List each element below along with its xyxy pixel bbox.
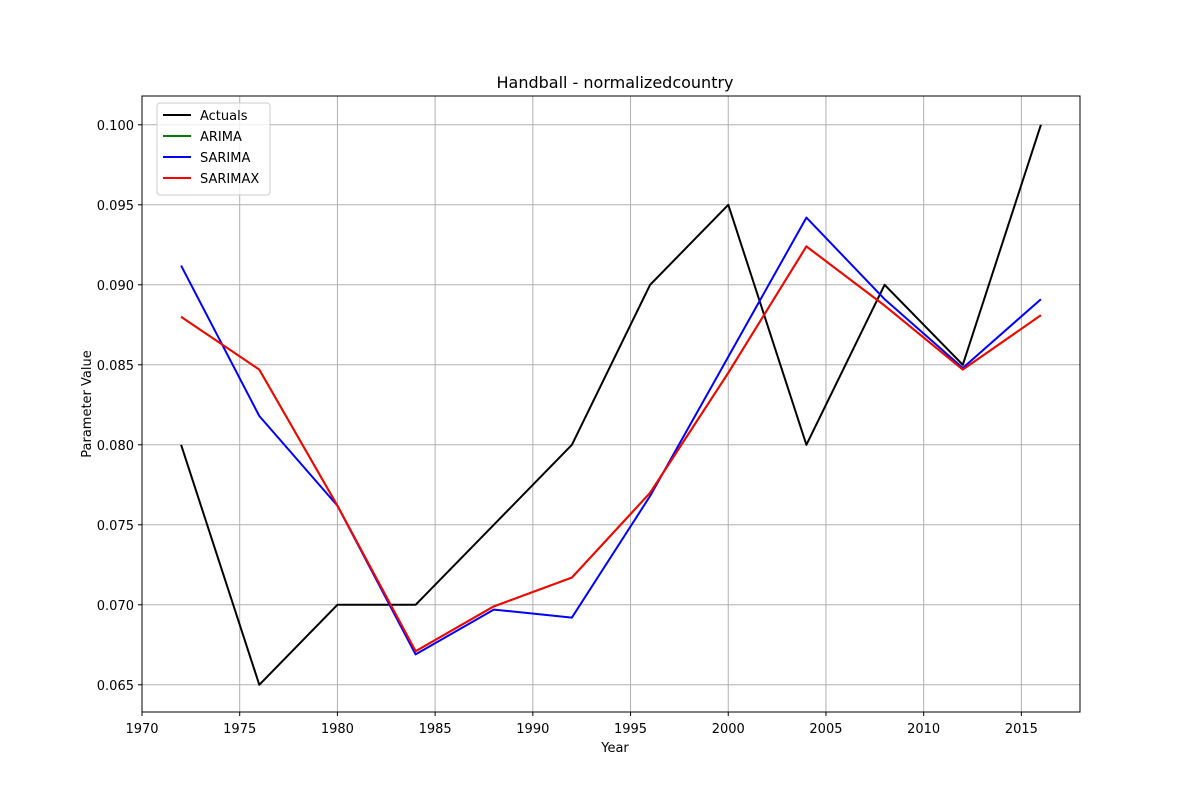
y-tick-label: 0.075 [97,519,134,534]
x-tick-label: 1995 [614,722,647,737]
y-tick-label: 0.065 [97,679,134,694]
y-axis-label: Parameter Value [80,350,95,457]
chart-title: Handball - normalizedcountry [496,73,733,92]
x-tick-label: 1980 [321,722,354,737]
x-tick-label: 1970 [125,722,158,737]
x-tick-label: 1990 [516,722,549,737]
series-layer [180,124,1042,686]
series-line-sarimax [180,245,1042,653]
legend-label: ARIMA [200,130,242,145]
y-tick-label: 0.100 [97,119,134,134]
legend-label: SARIMAX [200,172,259,187]
x-tick-label: 1985 [419,722,452,737]
y-axis: 0.065 0.070 0.075 0.080 0.085 0.090 0.095 0.100 [97,119,142,694]
y-tick-label: 0.080 [97,439,134,454]
x-tick-label: 1975 [223,722,256,737]
legend-label: SARIMA [200,151,250,166]
x-tick-label: 2005 [809,722,842,737]
legend: Actuals ARIMA SARIMA SARIMAX [156,102,271,196]
legend-label: Actuals [200,109,248,124]
y-tick-label: 0.070 [97,599,134,614]
y-tick-label: 0.085 [97,359,134,374]
plot-frame [141,95,1081,713]
x-tick-label: 2000 [712,722,745,737]
x-tick-label: 2010 [907,722,940,737]
x-axis-label: Year [600,741,629,756]
x-axis: 1970 1975 1980 1985 1990 1995 2000 2005 2010 2015 [125,712,1038,737]
series-line-actuals [180,124,1042,686]
legend-box [156,102,271,196]
y-tick-label: 0.090 [97,279,134,294]
y-tick-label: 0.095 [97,199,134,214]
series-line-sarima [180,216,1042,656]
x-tick-label: 2015 [1005,722,1038,737]
